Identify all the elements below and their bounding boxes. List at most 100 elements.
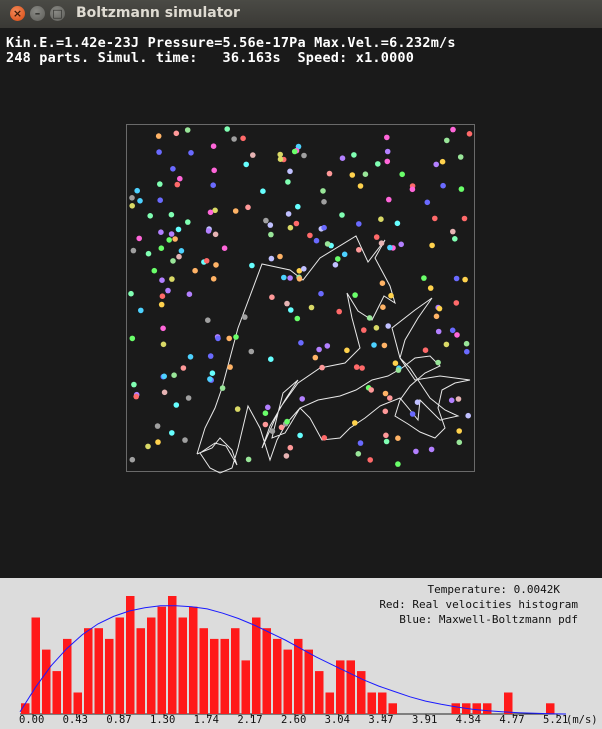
particle	[137, 198, 143, 204]
particle	[301, 152, 307, 159]
x-tick-label: 0.43	[62, 714, 88, 726]
histogram-bar	[304, 649, 313, 714]
particle	[170, 166, 176, 172]
particle	[293, 220, 300, 227]
particle	[234, 406, 241, 412]
container-box	[126, 124, 475, 472]
particle	[187, 354, 194, 360]
particle	[161, 373, 167, 380]
particle	[226, 335, 232, 342]
particle	[263, 217, 269, 224]
particle	[231, 136, 237, 142]
particle	[171, 372, 177, 379]
particle	[129, 335, 136, 342]
particle	[267, 222, 274, 228]
x-tick-label: 1.30	[150, 714, 176, 726]
particle	[131, 381, 137, 388]
window-titlebar: × – □ Boltzmann simulator	[0, 0, 602, 29]
particle	[185, 219, 191, 225]
particle	[243, 161, 249, 168]
particle	[395, 435, 401, 442]
histogram-bar	[21, 703, 30, 714]
particle	[351, 152, 357, 158]
particle	[450, 228, 456, 235]
close-window-button[interactable]: ×	[10, 6, 25, 21]
particle	[321, 435, 328, 441]
particle	[158, 301, 165, 308]
x-tick-label: 2.60	[281, 714, 307, 726]
particle	[215, 335, 221, 342]
particle	[130, 247, 137, 254]
histogram-bar	[252, 617, 261, 714]
particle	[392, 360, 399, 367]
particle	[356, 247, 362, 253]
particle	[192, 267, 198, 274]
particle	[440, 182, 446, 189]
particle	[382, 408, 389, 415]
particle	[336, 308, 343, 315]
histogram-bar	[73, 692, 82, 714]
particle	[249, 262, 255, 269]
histogram-bar	[168, 596, 177, 714]
particle	[307, 232, 313, 239]
histogram-bar	[357, 671, 366, 714]
histogram-bar	[504, 692, 513, 714]
window-title: Boltzmann simulator	[76, 5, 240, 21]
minimize-window-button[interactable]: –	[30, 6, 45, 21]
particle	[159, 277, 165, 283]
particle	[359, 365, 365, 371]
particle	[386, 196, 392, 203]
histogram-bar	[31, 617, 40, 714]
particle	[444, 137, 450, 144]
particle	[380, 304, 386, 311]
particle	[385, 323, 392, 329]
particle	[129, 456, 136, 463]
particle	[457, 154, 464, 160]
temperature-readout: Temperature: 0.0042K	[427, 583, 560, 596]
x-tick-label: 4.34	[455, 714, 481, 726]
x-tick-label: 0.00	[19, 714, 45, 726]
particle	[301, 266, 307, 272]
particle	[422, 347, 429, 354]
particle	[288, 307, 294, 313]
particle	[166, 237, 172, 243]
particle	[355, 451, 362, 457]
histogram-bar	[42, 649, 51, 714]
particle	[185, 395, 192, 401]
particle	[414, 399, 421, 406]
particle	[409, 411, 416, 417]
particle	[284, 300, 290, 307]
particle	[245, 204, 251, 211]
particle	[133, 393, 139, 400]
particle	[452, 236, 458, 242]
particle	[321, 224, 327, 231]
particle	[387, 395, 393, 401]
particle	[268, 231, 274, 238]
particle	[341, 251, 348, 258]
particle	[287, 275, 293, 281]
particle	[453, 300, 460, 306]
particle	[227, 364, 233, 370]
histogram-bar	[367, 692, 376, 714]
particle	[357, 183, 364, 189]
particle	[454, 332, 460, 338]
maximize-window-button[interactable]: □	[50, 6, 65, 21]
particle	[180, 365, 187, 371]
particle	[296, 276, 303, 282]
particle	[298, 340, 304, 346]
particle	[439, 158, 446, 165]
particle	[161, 389, 168, 396]
particle	[242, 314, 248, 320]
particle	[373, 234, 380, 240]
particle	[362, 171, 369, 177]
particle	[344, 347, 350, 354]
particle	[160, 341, 167, 348]
particle	[378, 240, 385, 246]
histogram-bar	[378, 692, 387, 714]
particle	[145, 250, 152, 257]
particle	[136, 235, 142, 242]
particle	[184, 127, 191, 133]
particle	[188, 150, 194, 156]
particle	[455, 396, 462, 402]
histogram-bar	[189, 606, 198, 714]
